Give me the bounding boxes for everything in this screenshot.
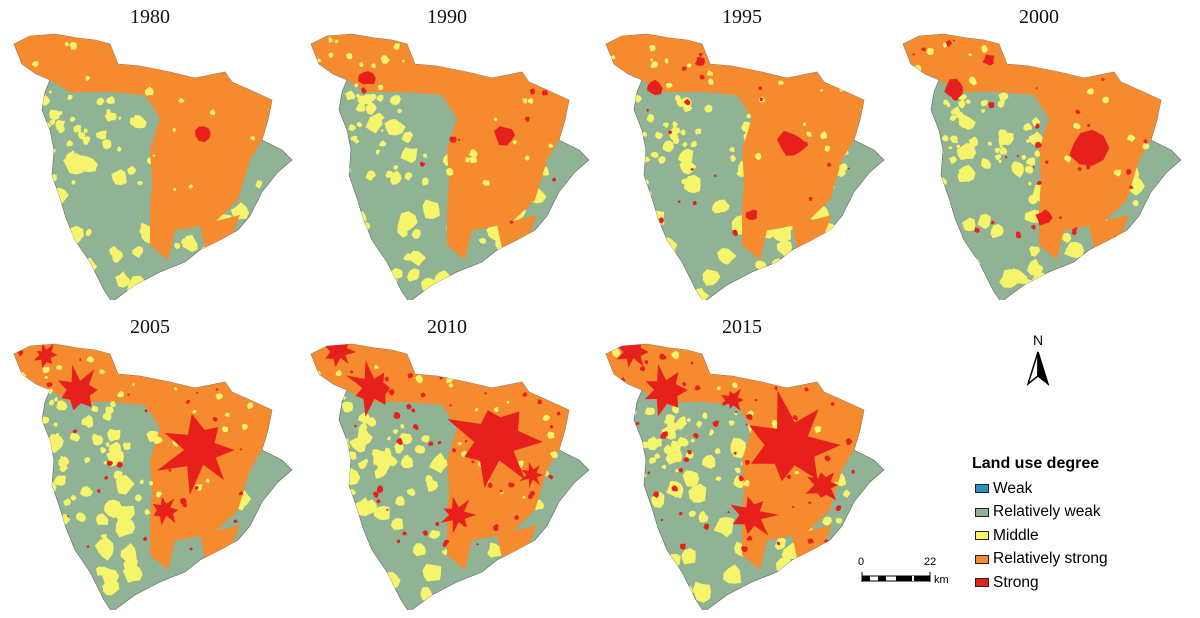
strong-core [749, 390, 841, 482]
region-map [605, 33, 885, 300]
legend-title: Land use degree [972, 455, 1100, 472]
region-map [902, 33, 1182, 300]
legend-label: Strong [993, 573, 1039, 591]
strong-core [519, 461, 544, 488]
north-arrow-icon [1026, 351, 1050, 387]
map-panel-2010: 2010 [297, 310, 597, 610]
legend-swatch [975, 578, 989, 588]
legend-swatch [975, 484, 989, 494]
north-arrow: N [1018, 332, 1058, 392]
strong-core [982, 54, 995, 66]
scale-end: 22 [924, 556, 937, 568]
strong-core [494, 126, 516, 146]
legend-swatch [975, 554, 989, 564]
strong-core [745, 209, 758, 220]
region-map [310, 33, 590, 300]
panel-year: 1995 [722, 6, 762, 28]
map-panel-2000: 2000 [889, 0, 1189, 300]
panel-year: 1980 [130, 6, 170, 28]
panel-year: 1990 [427, 6, 467, 28]
strong-core [1069, 129, 1110, 166]
north-label: N [1032, 332, 1044, 348]
legend-swatch [975, 531, 989, 541]
strong-core [358, 71, 376, 85]
legend-label: Relatively strong [993, 550, 1108, 568]
strong-core [944, 78, 964, 100]
scale-bar: 0 22 km [856, 556, 952, 592]
strong-core [1035, 209, 1053, 226]
legend-item-relatively-strong: Relatively strong [972, 548, 1192, 572]
scale-bar-graphic [861, 572, 931, 582]
scale-start: 0 [858, 556, 865, 568]
strong-core [156, 413, 235, 496]
land-use-layer [14, 344, 272, 610]
legend-item-middle: Middle [972, 524, 1192, 548]
panel-year: 2005 [130, 316, 170, 338]
panel-year: 2015 [722, 316, 762, 338]
legend-label: Relatively weak [993, 503, 1101, 521]
strong-core [644, 364, 688, 417]
strong-core [647, 79, 663, 96]
region-map [13, 33, 293, 300]
strong-core [721, 388, 744, 411]
land-use-layer [311, 34, 569, 300]
strong-core [57, 364, 98, 411]
strong-core [152, 496, 179, 526]
map-panel-1980: 1980 [0, 0, 300, 300]
panel-year: 2010 [427, 316, 467, 338]
map-panel-1995: 1995 [592, 0, 892, 300]
strong-core [346, 360, 391, 417]
map-panel-2015: 2015 [592, 310, 892, 610]
strong-core [195, 126, 211, 143]
strong-core [440, 496, 477, 534]
region-map [13, 343, 293, 610]
panel-year: 2000 [1019, 6, 1059, 28]
strong-core [805, 472, 839, 501]
legend-swatch [975, 507, 989, 517]
strong-core [324, 344, 357, 368]
strong-core [730, 496, 779, 536]
strong-core [33, 344, 58, 368]
legend-item-relatively-weak: Relatively weak [972, 501, 1192, 525]
strong-core [776, 130, 809, 156]
legend-label: Weak [993, 479, 1033, 497]
legend-label: Middle [993, 526, 1039, 544]
strong-core [613, 344, 649, 368]
region-map [605, 343, 885, 610]
legend-item-weak: Weak [972, 477, 1192, 501]
legend: Land use degree Weak Relatively weak Mid… [972, 455, 1192, 595]
legend-item-strong: Strong [972, 571, 1192, 595]
map-panel-1990: 1990 [297, 0, 597, 300]
region-map [310, 343, 590, 610]
strong-core [694, 57, 705, 66]
scale-unit: km [934, 574, 949, 586]
map-panel-2005: 2005 [0, 310, 300, 610]
strong-core [447, 410, 543, 489]
